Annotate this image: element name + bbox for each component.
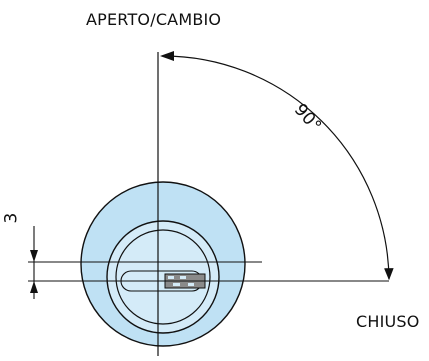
- closed-label: CHIUSO: [356, 312, 420, 331]
- key-notch-3: [173, 283, 180, 286]
- dimension-arrow-bottom: [30, 281, 38, 293]
- key-notch-1: [168, 276, 174, 279]
- offset-dimension-label: 3: [1, 212, 22, 224]
- rotation-arc: [161, 55, 394, 281]
- open-change-label: APERTO/CAMBIO: [86, 10, 222, 29]
- key-notch-2: [180, 276, 186, 279]
- rotation-arc-start-arrow: [160, 51, 174, 61]
- key-notch-4: [188, 283, 194, 286]
- dimension-arrow-top: [30, 250, 38, 262]
